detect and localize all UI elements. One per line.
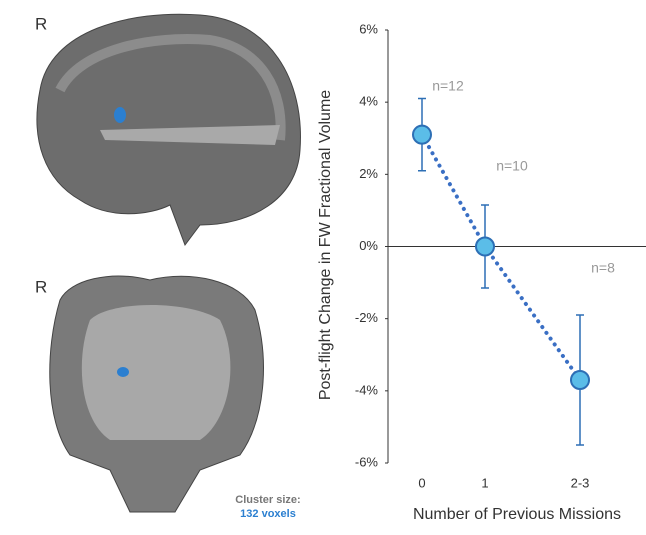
- x-tick-label: 0: [418, 475, 425, 490]
- brain-sagittal: [36, 13, 301, 247]
- annotation: n=12: [432, 78, 464, 94]
- x-tick-label: 1: [481, 475, 488, 490]
- panel-label: R: [35, 277, 47, 296]
- y-tick-label: 6%: [359, 21, 378, 36]
- y-tick-label: 2%: [359, 166, 378, 181]
- y-tick-label: 4%: [359, 94, 378, 109]
- cluster-value: 132 voxels: [240, 508, 296, 520]
- y-axis-title: Post-flight Change in FW Fractional Volu…: [317, 90, 334, 400]
- annotation: n=8: [591, 260, 615, 276]
- panel-label: R: [35, 14, 47, 33]
- y-tick-label: -6%: [355, 454, 379, 469]
- y-tick-label: -4%: [355, 382, 379, 397]
- y-tick-label: -2%: [355, 310, 379, 325]
- y-tick-label: 0%: [359, 238, 378, 253]
- point: [412, 124, 432, 145]
- annotation: n=10: [496, 158, 528, 174]
- cluster-label: Cluster size:: [235, 494, 300, 506]
- x-axis-title: Number of Previous Missions: [413, 506, 621, 523]
- x-tick-label: 2-3: [571, 475, 590, 490]
- point: [475, 236, 495, 257]
- brain-coronal: [49, 275, 264, 513]
- point: [570, 370, 590, 391]
